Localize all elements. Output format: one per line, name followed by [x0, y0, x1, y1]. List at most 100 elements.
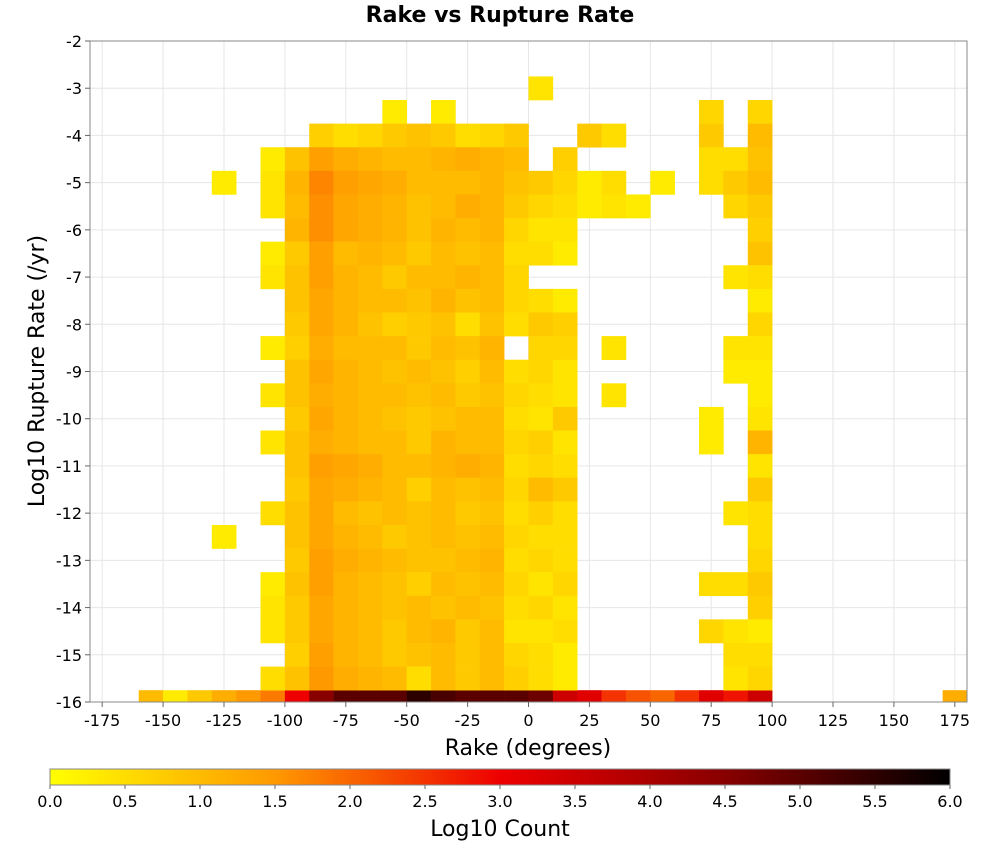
heatmap-cell — [284, 454, 310, 479]
heatmap-cell — [309, 265, 334, 290]
heatmap-cell — [382, 100, 407, 124]
heatmap-cell — [309, 454, 334, 479]
heatmap-cell — [309, 430, 334, 455]
heatmap-cell — [431, 194, 456, 219]
heatmap-cell — [528, 359, 554, 384]
heatmap-cell — [187, 690, 213, 703]
heatmap-cell — [260, 501, 286, 526]
heatmap-cell — [357, 218, 383, 242]
heatmap-cell — [479, 336, 505, 360]
heatmap-cell — [309, 666, 334, 691]
heatmap-cell — [260, 241, 286, 266]
heatmap-cell — [552, 241, 578, 266]
heatmap-cell — [284, 524, 310, 549]
heatmap-cell — [455, 359, 481, 384]
heatmap-cell — [260, 336, 286, 360]
heatmap-cell — [382, 241, 407, 266]
heatmap-cell — [723, 265, 749, 290]
heatmap-cell — [601, 383, 627, 408]
heatmap-cell — [382, 595, 407, 620]
heatmap-cell — [333, 595, 359, 620]
heatmap-cell — [406, 194, 432, 219]
heatmap-cell — [723, 666, 749, 691]
heatmap-cell — [528, 572, 554, 597]
heatmap-cell — [431, 383, 456, 408]
heatmap-cell — [260, 619, 286, 644]
heatmap-cell — [431, 123, 456, 148]
heatmap-cell — [333, 265, 359, 290]
heatmap-cell — [504, 359, 529, 384]
heatmap-cell — [260, 383, 286, 408]
heatmap-cell — [528, 218, 554, 242]
heatmap-cell — [260, 147, 286, 172]
colorbar-tick-label: 0.5 — [112, 792, 137, 811]
heatmap-cell — [747, 524, 773, 549]
y-tick-label: -14 — [56, 599, 82, 618]
heatmap-cell — [479, 218, 505, 242]
x-tick-label: -150 — [145, 711, 181, 730]
heatmap-cell — [747, 383, 773, 408]
heatmap-cell — [699, 170, 724, 195]
heatmap-cell — [552, 666, 578, 691]
y-tick-label: -13 — [56, 551, 82, 570]
y-tick-label: -15 — [56, 646, 82, 665]
heatmap-cell — [552, 642, 578, 667]
heatmap-cell — [284, 241, 310, 266]
heatmap-cell — [528, 336, 554, 360]
heatmap-cell — [333, 406, 359, 431]
heatmap-cell — [357, 524, 383, 549]
heatmap-cell — [406, 170, 432, 195]
heatmap-cell — [357, 666, 383, 691]
heatmap-cell — [284, 312, 310, 337]
heatmap-cell — [504, 666, 529, 691]
heatmap-cell — [479, 690, 505, 703]
heatmap-cell — [357, 619, 383, 644]
heatmap-cell — [431, 218, 456, 242]
heatmap-cell — [747, 548, 773, 573]
heatmap-cell — [723, 619, 749, 644]
heatmap-cell — [357, 501, 383, 526]
heatmap-cell — [406, 123, 432, 148]
heatmap-cell — [504, 572, 529, 597]
heatmap-cell — [552, 690, 578, 703]
heatmap-cell — [528, 619, 554, 644]
heatmap-cell — [552, 383, 578, 408]
heatmap-cell — [406, 383, 432, 408]
heatmap-cell — [333, 501, 359, 526]
heatmap-cell — [284, 572, 310, 597]
heatmap-cell — [479, 288, 505, 313]
heatmap-cell — [625, 194, 651, 219]
heatmap-cell — [723, 194, 749, 219]
heatmap-cell — [431, 642, 456, 667]
heatmap-cell — [333, 383, 359, 408]
heatmap-cell — [747, 477, 773, 502]
heatmap-cell — [431, 312, 456, 337]
heatmap-cell — [699, 572, 724, 597]
heatmap-cell — [455, 642, 481, 667]
heatmap-cell — [382, 406, 407, 431]
heatmap-cell — [528, 642, 554, 667]
heatmap-cell — [528, 312, 554, 337]
heatmap-cell — [236, 690, 261, 703]
heatmap-cell — [357, 312, 383, 337]
heatmap-cell — [723, 642, 749, 667]
heatmap-cell — [357, 241, 383, 266]
x-axis-ticks: -175 -150 -125 -100 -75 -50 -25 0 25 50 75 100 125 15… — [84, 702, 970, 730]
heatmap-cell — [333, 666, 359, 691]
heatmap-cell — [333, 312, 359, 337]
heatmap-cell — [357, 194, 383, 219]
heatmap-cell — [260, 666, 286, 691]
x-tick-label: -175 — [84, 711, 120, 730]
heatmap-cell — [431, 572, 456, 597]
heatmap-cell — [577, 194, 602, 219]
heatmap-cell — [601, 336, 627, 360]
heatmap-cell — [479, 359, 505, 384]
heatmap-cell — [552, 501, 578, 526]
heatmap-cell — [406, 595, 432, 620]
heatmap-cell — [479, 548, 505, 573]
heatmap-cell — [504, 194, 529, 219]
heatmap-cell — [455, 336, 481, 360]
heatmap-cell — [723, 359, 749, 384]
